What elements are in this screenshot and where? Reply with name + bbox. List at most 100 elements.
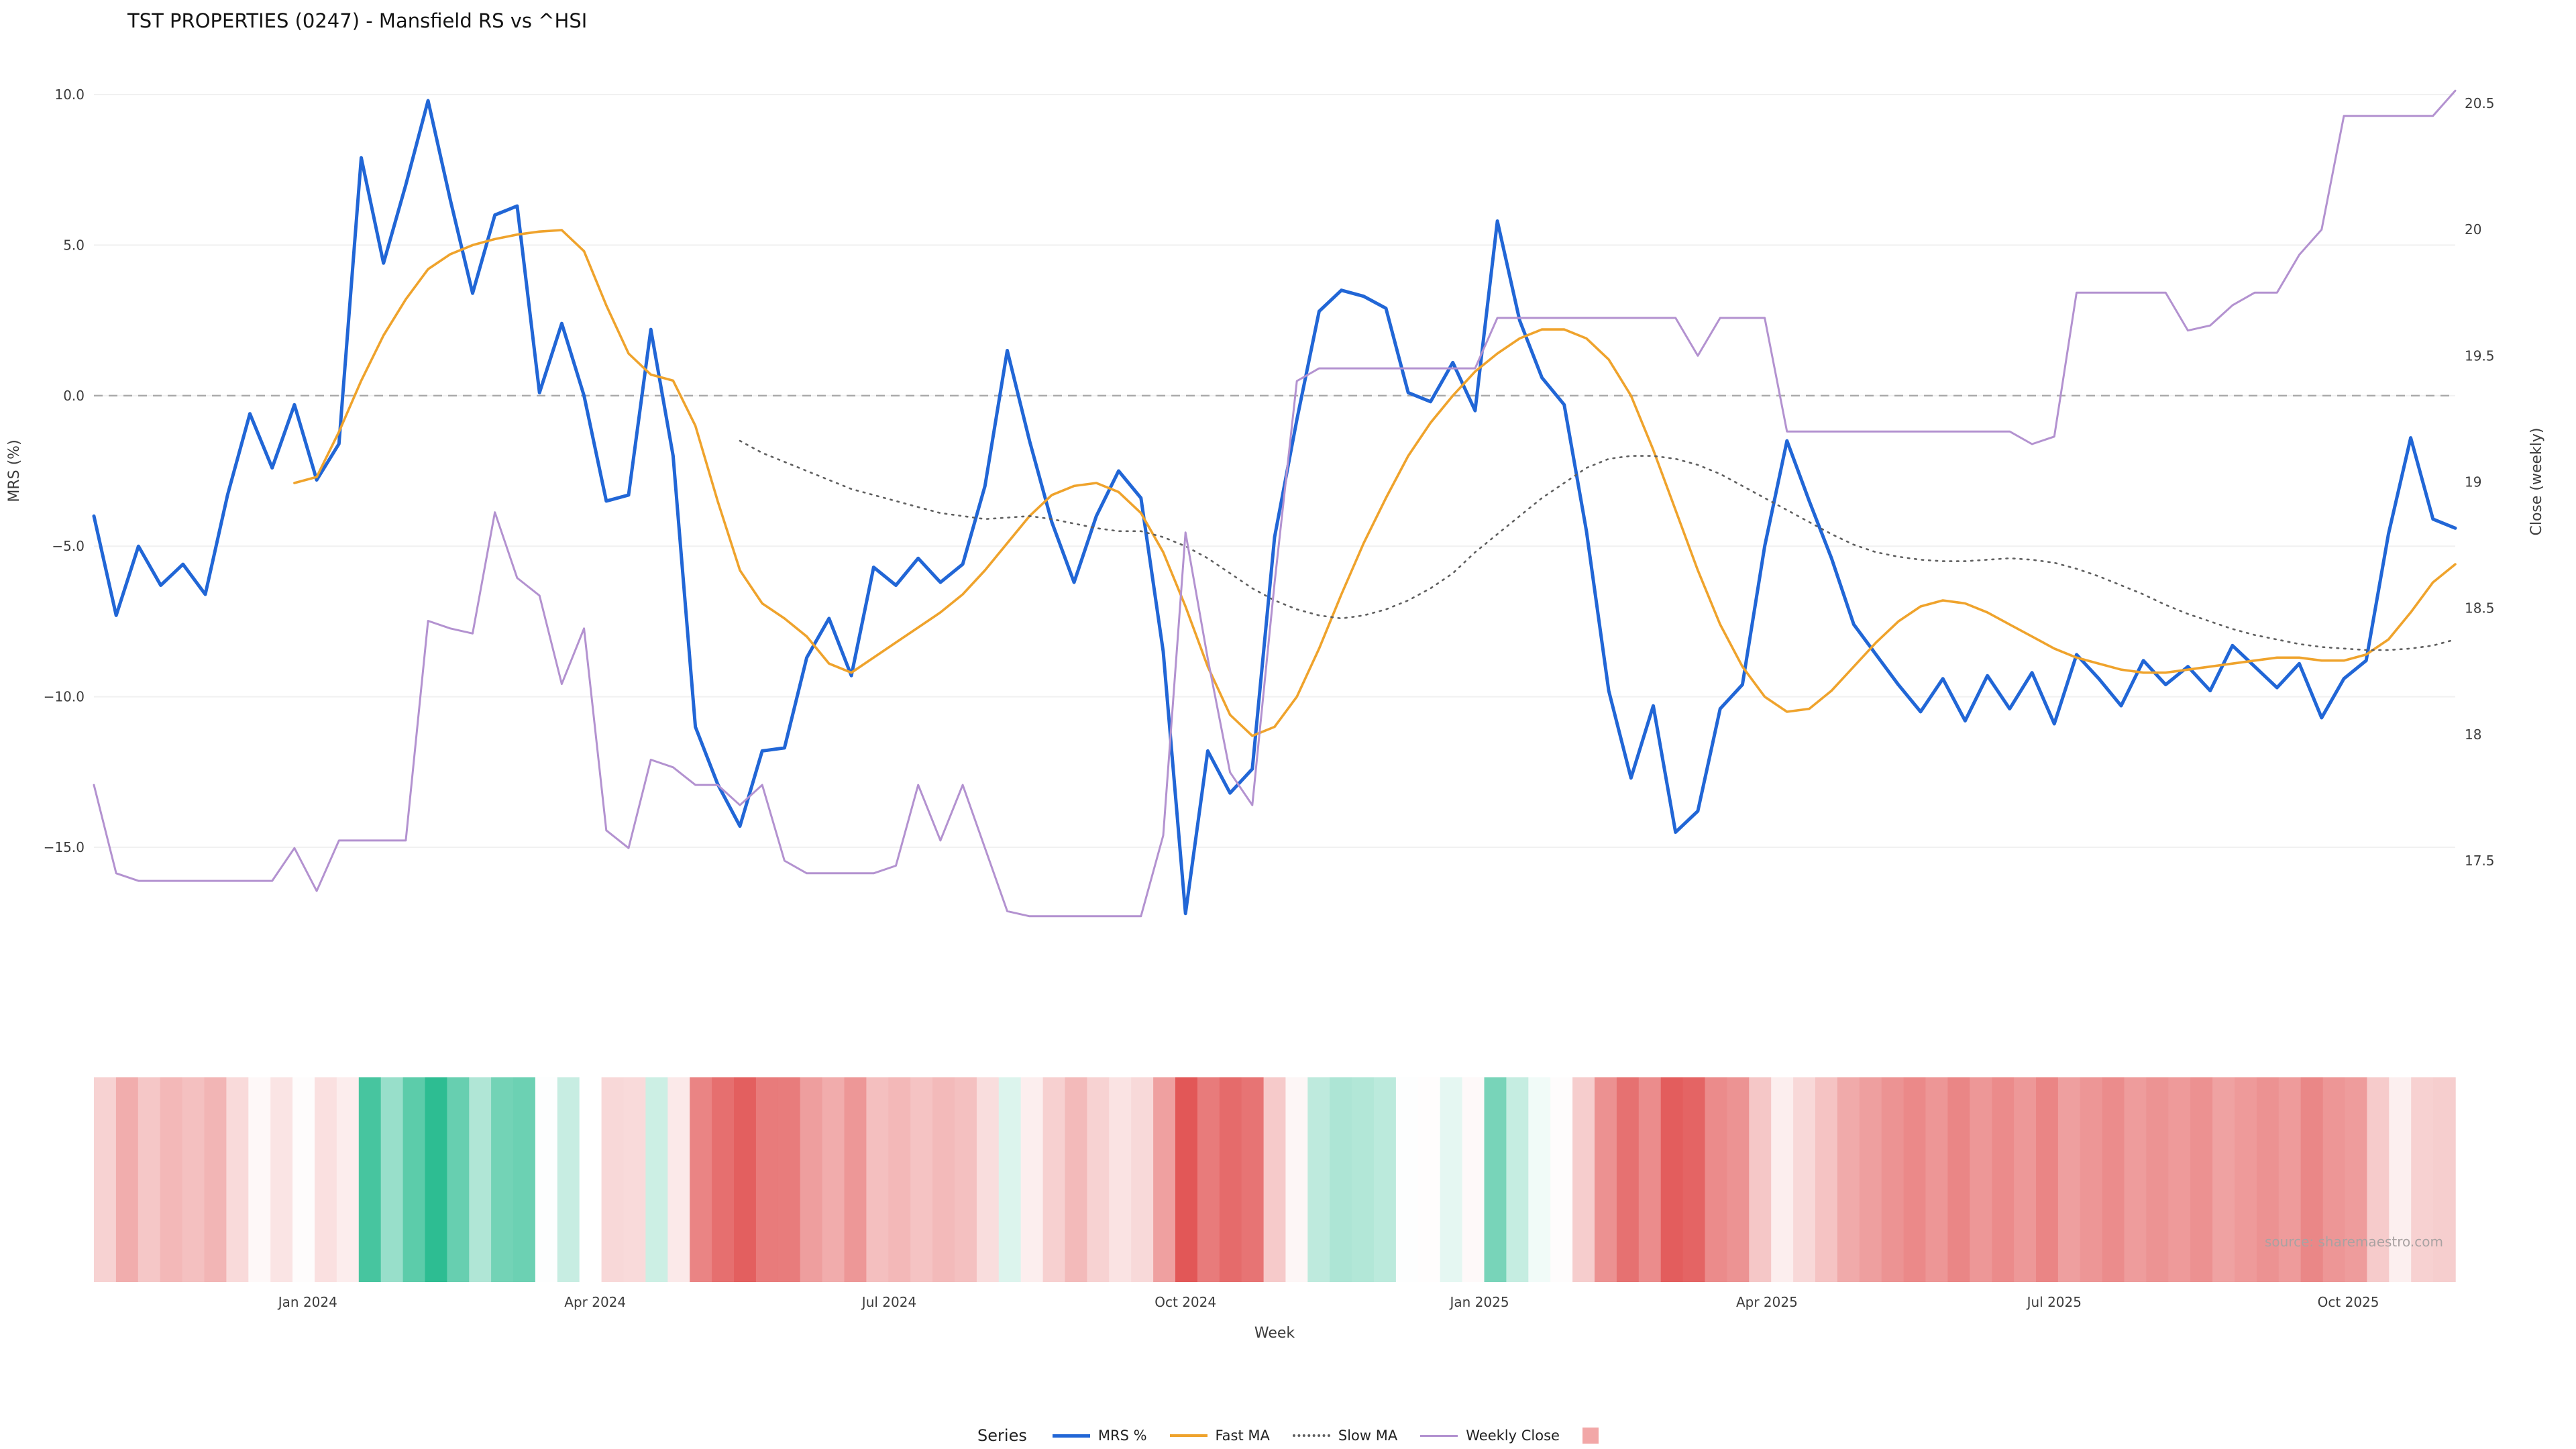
heatmap-cell [1793,1077,1816,1282]
heatmap-cell [380,1077,404,1282]
heatmap-cell [2124,1077,2147,1282]
heatmap-cell [1682,1077,1706,1282]
weekly-close-line-swatch [1420,1434,1458,1437]
gridlines-group [94,94,2455,848]
heatmap-cell [2146,1077,2169,1282]
fast-ma-line [293,229,2457,737]
fast-ma-line-swatch [1169,1434,1208,1437]
heatmap-cell [1197,1077,1220,1282]
heatmap-cell [1109,1077,1132,1282]
heatmap-cell [777,1077,801,1282]
heatmap-cell [998,1077,1022,1282]
heatmap-cell [1285,1077,1308,1282]
heatmap-cell [1462,1077,1485,1282]
heatmap-cell [226,1077,249,1282]
heatmap-cell [535,1077,558,1282]
heatmap-cell [1374,1077,1397,1282]
left-axis-tick-label: 0.0 [63,388,85,404]
legend: Series MRS % Fast MA Slow MA Weekly Clos… [0,1426,2576,1445]
heatmap-cell [2014,1077,2037,1282]
heatmap-cell [2433,1077,2456,1282]
heatmap-cell [1550,1077,1573,1282]
heatmap-cell [1417,1077,1441,1282]
heatmap-cell [579,1077,602,1282]
heatmap-cell [1395,1077,1419,1282]
heatmap-cell [2235,1077,2257,1282]
heatmap-cell [1042,1077,1066,1282]
heatmap-cell [1595,1077,1617,1282]
heatmap-cell [491,1077,514,1282]
weekly-close-line [93,89,2457,918]
heatmap-cell [734,1077,757,1282]
heatmap-cell [1352,1077,1375,1282]
right-axis-tick-label: 20 [2465,221,2481,237]
heatmap-cell [955,1077,977,1282]
chart-figure: source: sharemaestro.com 10.0 5.0 0.0 −5.0 −… [6,87,2545,1342]
heatmap-cell [1727,1077,1750,1282]
heatmap-cell [1705,1077,1728,1282]
heatmap-cell [1881,1077,1904,1282]
heatmap-cell [557,1077,580,1282]
right-axis-tick-label: 17.5 [2465,853,2495,869]
slow-ma-line-swatch [1292,1434,1330,1437]
heatmap-cell [402,1077,426,1282]
x-axis-tick-label: Oct 2024 [1155,1294,1216,1310]
heatmap-cell [976,1077,1000,1282]
heatmap-cell [2102,1077,2125,1282]
heatmap-cell [910,1077,933,1282]
heatmap-cell [1307,1077,1330,1282]
heatmap-cell [447,1077,470,1282]
right-axis-tick-label: 18 [2465,727,2481,743]
heatmap-cell [1506,1077,1529,1282]
mrs-line-swatch [1052,1434,1090,1438]
mrs--line [92,99,2457,916]
heatmap-cell [1903,1077,1927,1282]
x-axis-tick-label: Jan 2025 [1448,1294,1509,1310]
legend-label-mrs: MRS % [1097,1428,1147,1444]
x-axis-tick-label: Jul 2025 [2026,1294,2082,1310]
x-axis-tick-label: Oct 2025 [2318,1294,2379,1310]
heatmap-cell [1771,1077,1794,1282]
legend-label-weekly-close: Weekly Close [1466,1428,1560,1444]
heatmap-cell [2389,1077,2412,1282]
heatmap-cell [623,1077,647,1282]
right-axis-tick-label: 18.5 [2465,600,2495,616]
heatmap-cell [1020,1077,1044,1282]
left-axis-tick-label: 5.0 [63,237,85,253]
x-axis-title: Week [1254,1325,1295,1342]
heatmap-cell [248,1077,271,1282]
heatmap-cell [2256,1077,2279,1282]
heatmap-cell [1970,1077,1992,1282]
heatmap-cell [1837,1077,1860,1282]
legend-label-fast-ma: Fast MA [1215,1428,1270,1444]
heatmap-cell [138,1077,161,1282]
heatmap-cell [2036,1077,2059,1282]
heatmap-cell [1219,1077,1242,1282]
heatmap-cell [1572,1077,1595,1282]
heatmap-cell [2300,1077,2324,1282]
right-axis-tick-label: 20.5 [2465,95,2495,111]
heatmap-cell [2190,1077,2213,1282]
right-axis-tick-label: 19.5 [2465,347,2495,364]
heatmap-cell [469,1077,492,1282]
heatmap-cell [315,1077,337,1282]
heatmap-cell [712,1077,735,1282]
heatmap-cell [645,1077,668,1282]
heatmap-cell [1992,1077,2015,1282]
heatmap-cell [2322,1077,2346,1282]
heatmap-cell [358,1077,382,1282]
heatmap-cell [888,1077,911,1282]
left-axis-title: MRS (%) [6,439,23,502]
heatmap-cell [1947,1077,1970,1282]
heatmap-cell [1616,1077,1640,1282]
heatmap-cell [1484,1077,1507,1282]
heatmap-cell [1241,1077,1265,1282]
heatmap-cell [2345,1077,2368,1282]
heatmap-cell [2278,1077,2302,1282]
source-credit: source: sharemaestro.com [2265,1234,2443,1250]
heatmap-cell [1815,1077,1838,1282]
x-axis-tick-label: Apr 2024 [564,1294,626,1310]
x-axis-tick-label: Jul 2024 [861,1294,916,1310]
heatmap-cell [1440,1077,1463,1282]
